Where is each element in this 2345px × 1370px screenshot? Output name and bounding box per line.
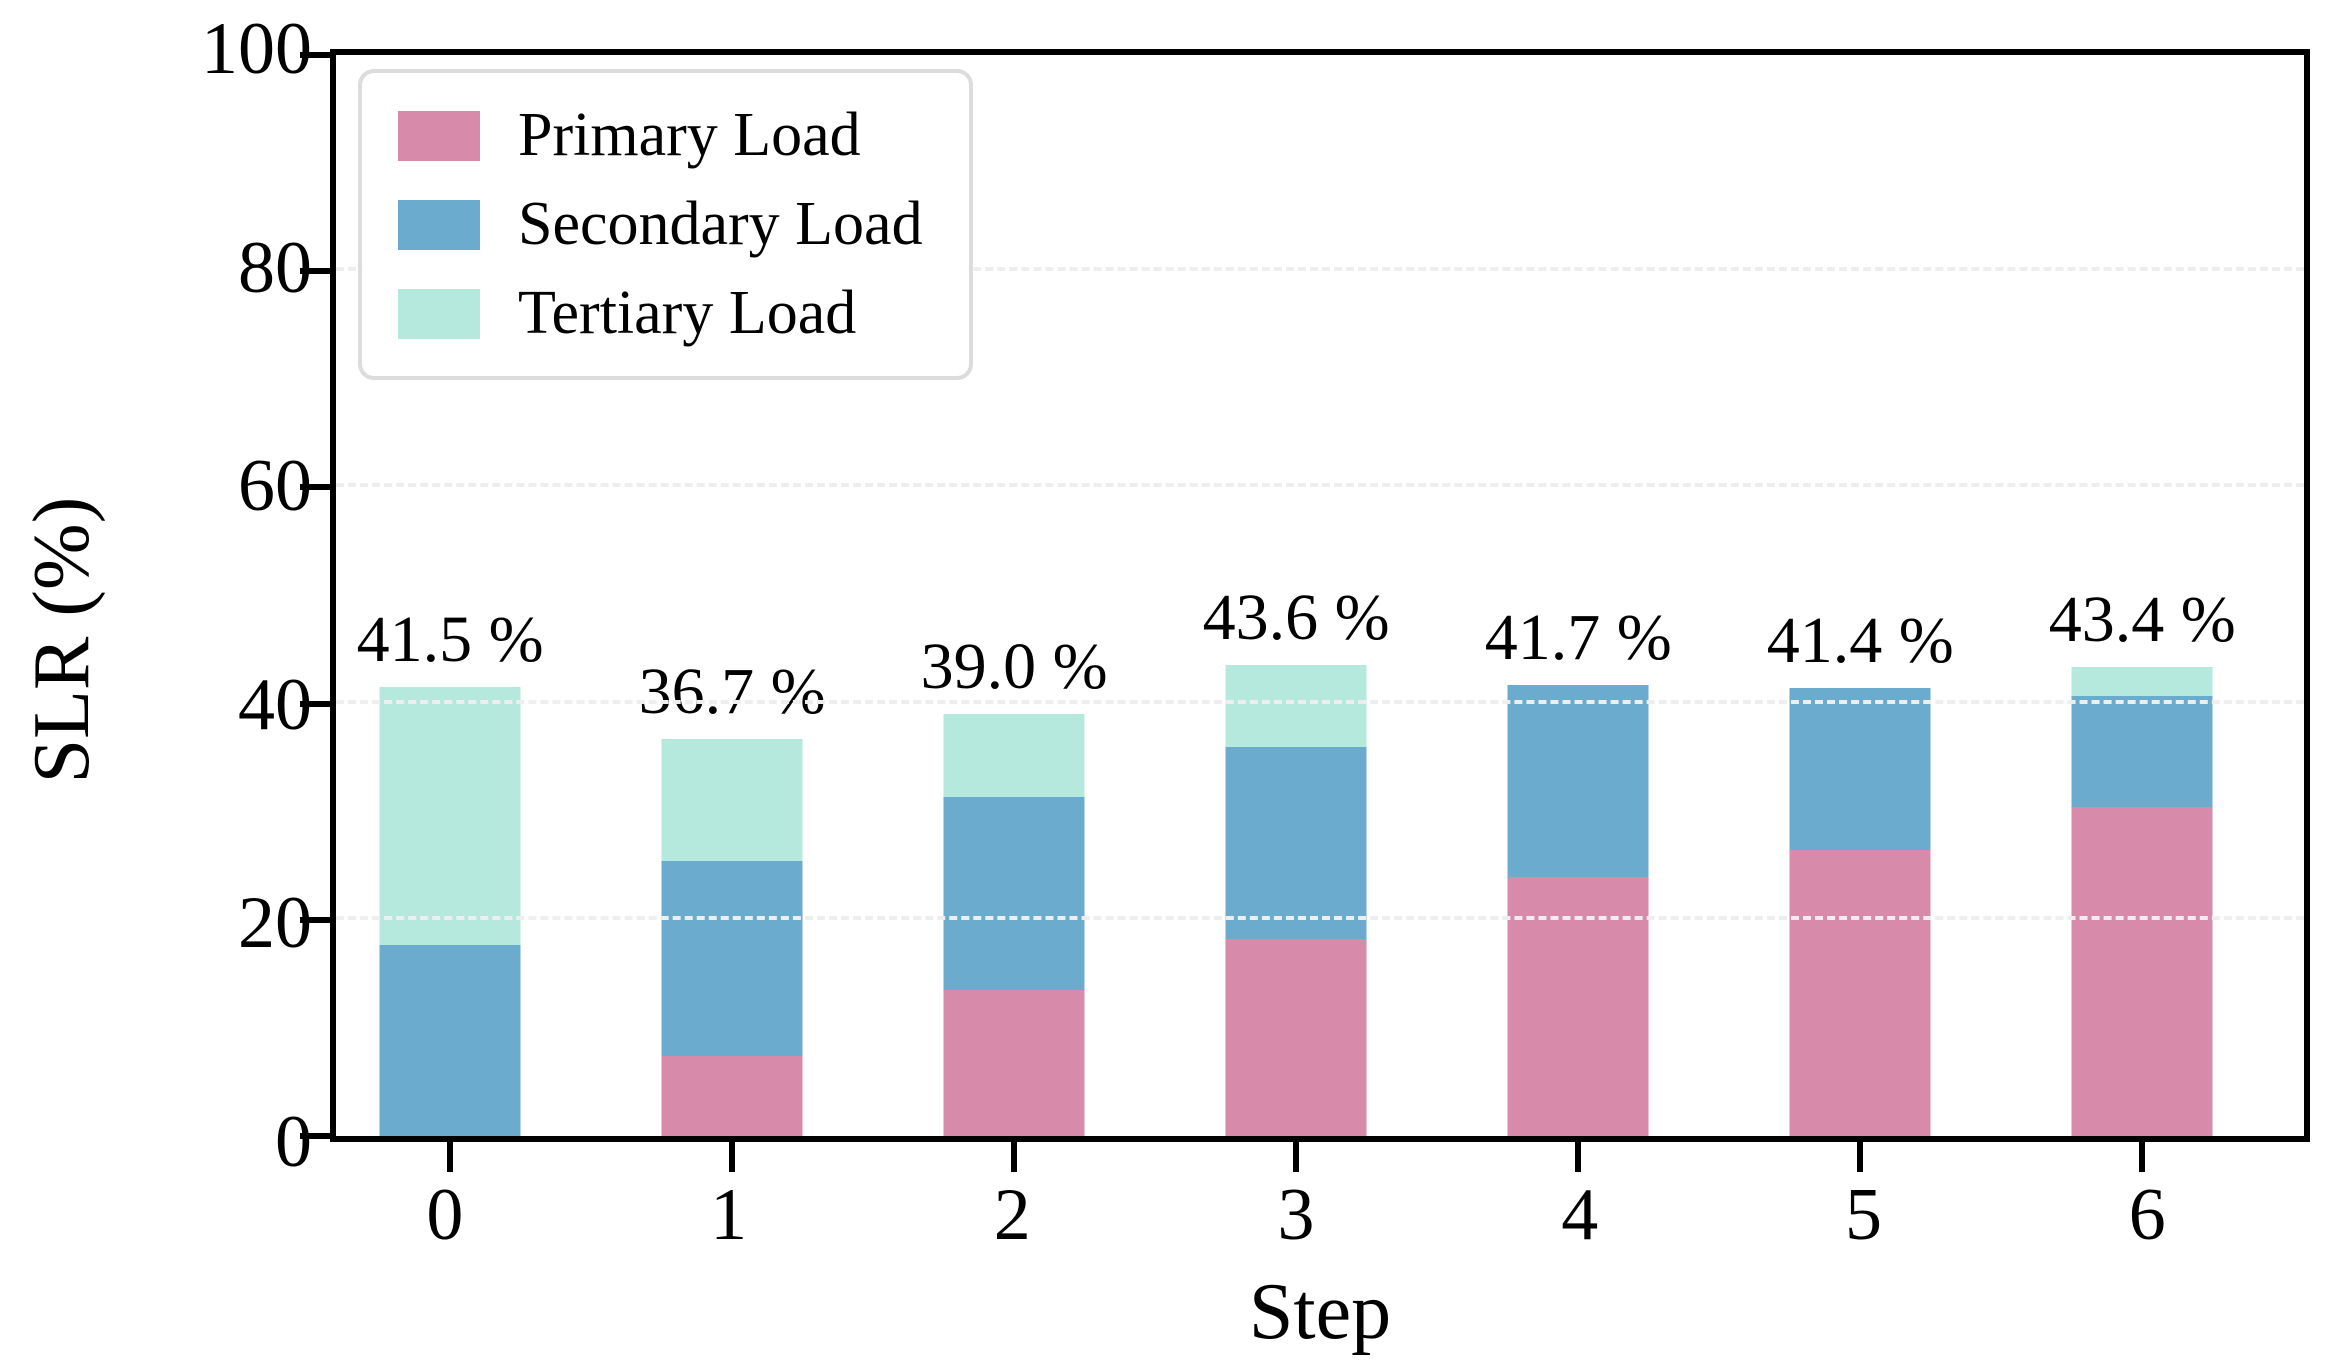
bar-total-label: 41.5 % bbox=[356, 603, 544, 677]
x-tick-mark-6 bbox=[2139, 1142, 2146, 1172]
legend-swatch-primary-load bbox=[398, 110, 480, 161]
bar-step-5 bbox=[1789, 55, 1931, 1136]
legend-item-label: Secondary Load bbox=[518, 190, 923, 259]
legend-item: Primary Load bbox=[398, 101, 923, 169]
x-tick-mark-1 bbox=[729, 1142, 736, 1172]
x-tick-label-6: 6 bbox=[2128, 1174, 2166, 1256]
bar-segment-primary-load bbox=[661, 1056, 803, 1136]
bar-segment-tertiary-load bbox=[1225, 664, 1367, 747]
bar-step-4 bbox=[1507, 55, 1649, 1136]
x-tick-mark-3 bbox=[1293, 1142, 1300, 1172]
y-tick-mark-40 bbox=[300, 700, 330, 707]
bar-segment-secondary-load bbox=[1225, 746, 1367, 940]
bar-total-label: 39.0 % bbox=[920, 630, 1108, 704]
bar-segment-secondary-load bbox=[2071, 696, 2213, 808]
bar-segment-primary-load bbox=[1507, 876, 1649, 1136]
bar-segment-primary-load bbox=[1225, 939, 1367, 1136]
legend-swatch-tertiary-load bbox=[398, 288, 480, 339]
y-tick-label-100: 100 bbox=[201, 8, 312, 90]
bar-segment-primary-load bbox=[2071, 807, 2213, 1136]
bar-segment-secondary-load bbox=[943, 796, 1085, 991]
bar-segment-primary-load bbox=[1789, 849, 1931, 1136]
bar-segment-secondary-load bbox=[661, 861, 803, 1057]
bar-total-label: 36.7 % bbox=[638, 655, 826, 729]
x-tick-label-5: 5 bbox=[1845, 1174, 1882, 1256]
x-axis-title: Step bbox=[1248, 1268, 1392, 1356]
bar-segment-primary-load bbox=[943, 990, 1085, 1136]
x-tick-mark-2 bbox=[1011, 1142, 1018, 1172]
y-tick-label-20: 20 bbox=[238, 882, 312, 965]
bar-total-label: 43.4 % bbox=[2048, 582, 2236, 656]
y-tick-mark-60 bbox=[300, 484, 330, 491]
bar-segment-tertiary-load bbox=[2071, 666, 2213, 697]
x-tick-mark-5 bbox=[1857, 1142, 1864, 1172]
bar-segment-secondary-load bbox=[379, 944, 521, 1136]
y-tick-label-40: 40 bbox=[238, 663, 312, 746]
bar-segment-secondary-load bbox=[1789, 688, 1931, 850]
y-tick-label-0: 0 bbox=[275, 1101, 312, 1183]
y-tick-mark-0 bbox=[300, 1133, 330, 1139]
x-tick-label-1: 1 bbox=[710, 1174, 748, 1256]
x-tick-mark-0 bbox=[447, 1142, 454, 1172]
y-tick-label-80: 80 bbox=[238, 226, 312, 309]
bar-segment-tertiary-load bbox=[661, 739, 803, 862]
legend-item: Tertiary Load bbox=[398, 281, 923, 346]
x-tick-label-2: 2 bbox=[993, 1174, 1031, 1256]
legend-item-label: Primary Load bbox=[518, 101, 861, 169]
bar-step-3 bbox=[1225, 55, 1367, 1136]
bar-total-label: 43.6 % bbox=[1202, 580, 1390, 654]
bar-total-label: 41.7 % bbox=[1484, 601, 1672, 675]
bar-step-1 bbox=[661, 55, 803, 1136]
legend: Primary Load Secondary Load Tertiary Load bbox=[358, 69, 973, 381]
x-tick-label-4: 4 bbox=[1561, 1174, 1599, 1256]
legend-item: Secondary Load bbox=[398, 190, 923, 259]
plot-area: 41.5 % 36.7 % 39.0 % 43.6 % 41.7 % 41.4 % 43.4… bbox=[300, 49, 2310, 1172]
y-tick-mark-100 bbox=[300, 52, 330, 58]
bar-segment-tertiary-load bbox=[379, 687, 521, 945]
x-tick-label-0: 0 bbox=[426, 1174, 464, 1256]
y-tick-mark-80 bbox=[300, 268, 330, 275]
bar-total-label: 41.4 % bbox=[1766, 604, 1954, 678]
bar-step-6 bbox=[2071, 55, 2213, 1136]
y-axis-tick-labels: 0 20 40 60 80 100 bbox=[0, 12, 312, 1179]
x-tick-label-3: 3 bbox=[1277, 1174, 1315, 1256]
bar-segment-tertiary-load bbox=[943, 714, 1085, 797]
bar-step-2 bbox=[943, 55, 1085, 1136]
y-tick-mark-20 bbox=[300, 916, 330, 923]
bar-step-0 bbox=[379, 55, 521, 1136]
legend-item-label: Tertiary Load bbox=[518, 279, 857, 348]
bar-segment-secondary-load bbox=[1507, 685, 1649, 877]
y-tick-label-60: 60 bbox=[238, 445, 312, 528]
x-tick-mark-4 bbox=[1575, 1142, 1582, 1172]
legend-swatch-secondary-load bbox=[398, 199, 480, 250]
